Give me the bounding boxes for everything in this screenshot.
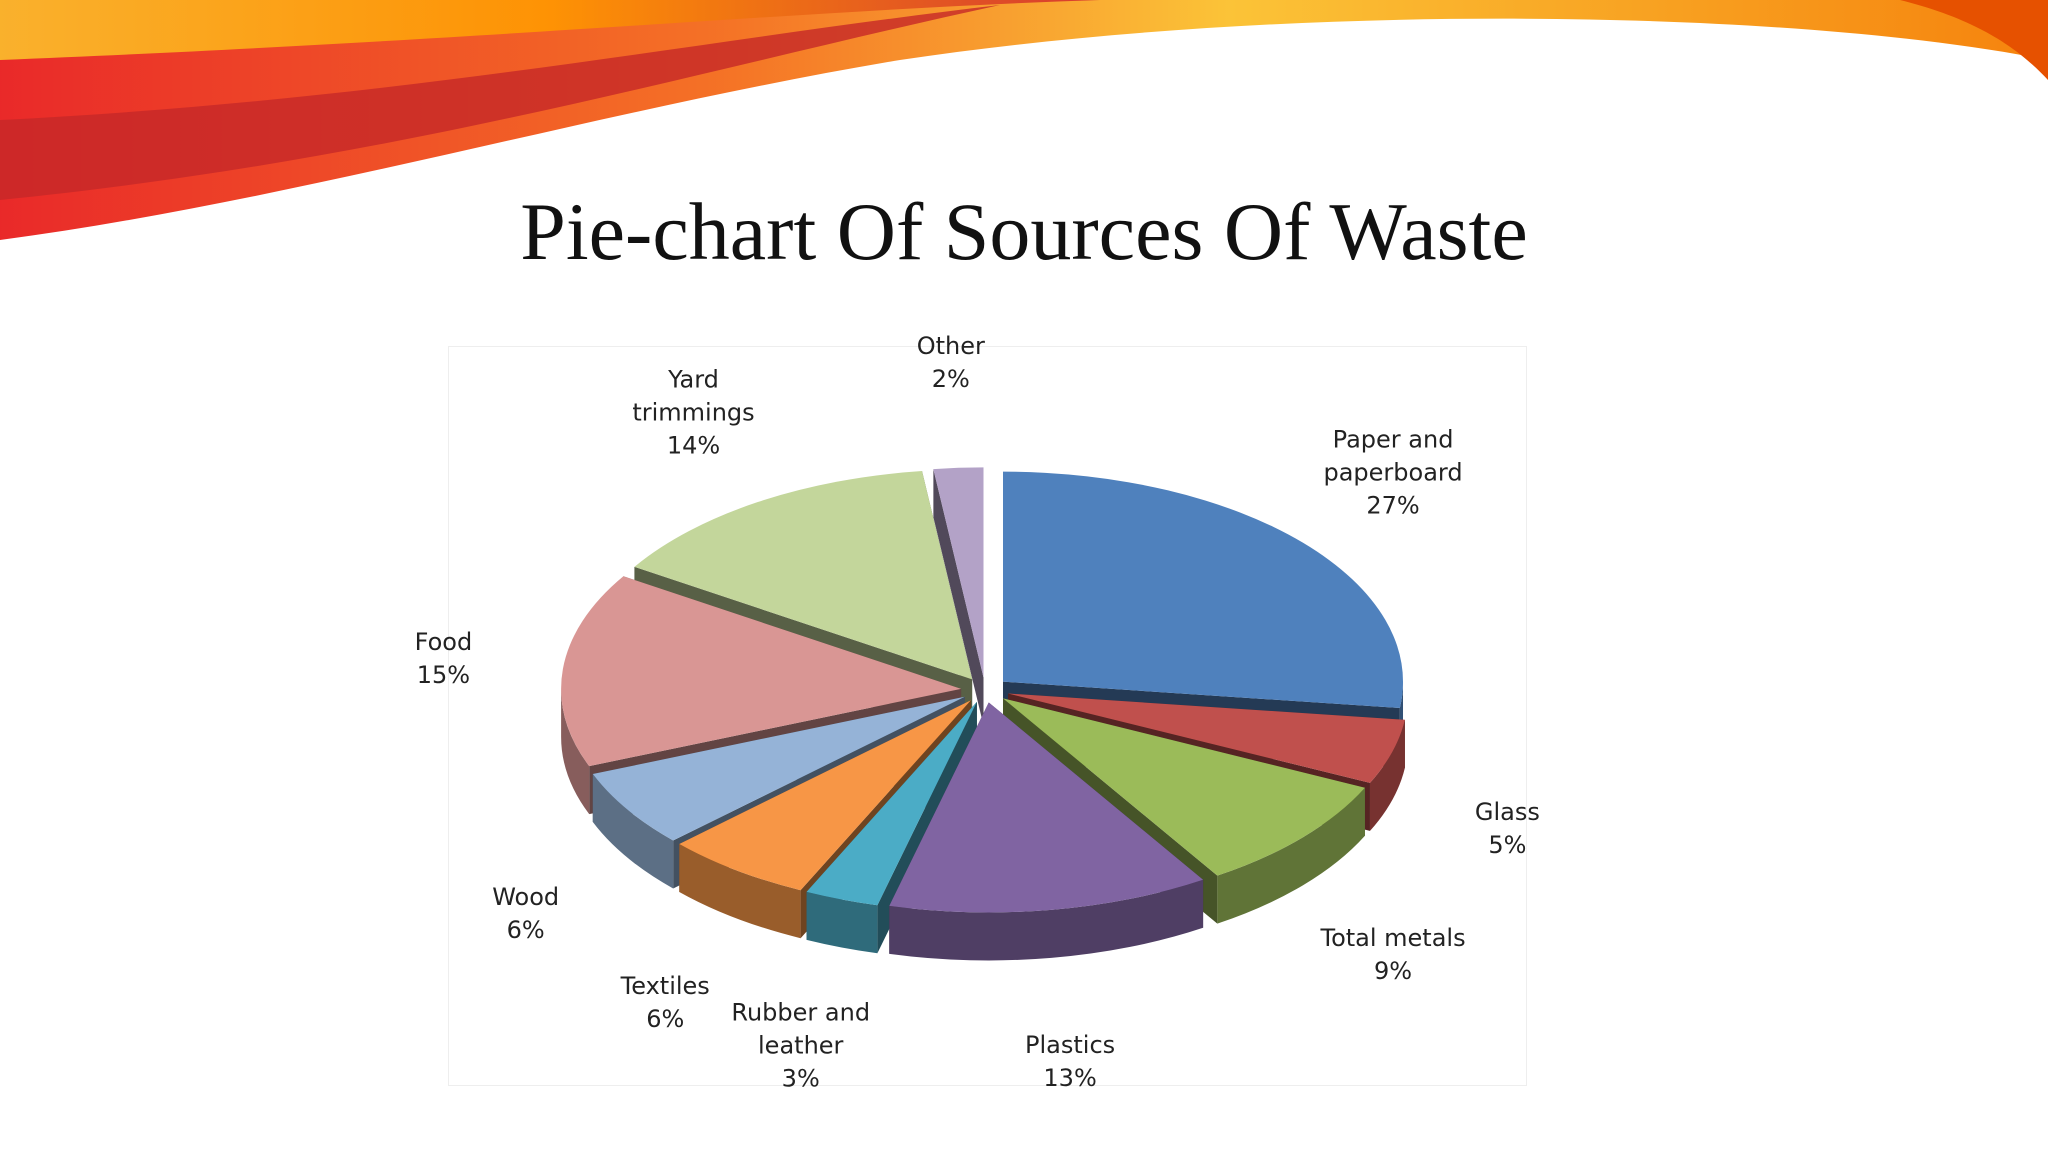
category-label: Wood bbox=[492, 882, 560, 911]
slice-label: Wood 6% bbox=[492, 881, 559, 947]
slice-wall bbox=[933, 469, 984, 726]
slice-side bbox=[679, 843, 801, 939]
slice-side bbox=[806, 891, 878, 954]
value-label: 27% bbox=[1366, 491, 1420, 520]
slice-side bbox=[889, 879, 1204, 961]
slice-label: Yard trimmings 14% bbox=[609, 364, 779, 463]
category-label: Paper and paperboard bbox=[1323, 425, 1463, 487]
value-label: 14% bbox=[666, 431, 721, 460]
pie-slice bbox=[634, 471, 973, 680]
slice-label: Textiles 6% bbox=[621, 970, 710, 1036]
value-label: 2% bbox=[931, 365, 970, 394]
pie-slice bbox=[933, 467, 984, 678]
chart-title: Pie-chart Of Sources Of Waste bbox=[520, 186, 1528, 277]
category-label: Glass bbox=[1474, 798, 1540, 827]
category-label: Plastics bbox=[1025, 1030, 1116, 1059]
value-label: 6% bbox=[646, 1005, 685, 1034]
category-label: Food bbox=[414, 628, 473, 657]
slice-label: Glass 5% bbox=[1475, 796, 1540, 862]
slice-side bbox=[1217, 787, 1365, 924]
value-label: 9% bbox=[1374, 956, 1413, 985]
slice-label: Food 15% bbox=[415, 626, 473, 692]
slice-side bbox=[561, 688, 590, 815]
pie-slice bbox=[1008, 693, 1405, 783]
slice-label: Plastics 13% bbox=[1025, 1029, 1115, 1095]
pie-slice bbox=[592, 696, 965, 841]
pie-slice bbox=[1003, 698, 1365, 876]
category-label: Yard trimmings bbox=[632, 365, 755, 427]
slice-label: Rubber and leather 3% bbox=[716, 997, 886, 1096]
decor-swoosh bbox=[0, 0, 2048, 240]
slice-label: Total metals 9% bbox=[1320, 922, 1465, 988]
value-label: 13% bbox=[1043, 1063, 1097, 1092]
value-label: 6% bbox=[506, 915, 545, 944]
value-label: 3% bbox=[781, 1064, 820, 1093]
category-label: Textiles bbox=[620, 972, 710, 1001]
slice-label: Other 2% bbox=[917, 330, 985, 396]
value-label: 5% bbox=[1488, 831, 1527, 860]
category-label: Total metals bbox=[1320, 923, 1466, 952]
pie-slice bbox=[561, 576, 962, 767]
slice-side bbox=[1369, 719, 1405, 831]
slice-label: Paper and paperboard 27% bbox=[1308, 424, 1478, 523]
pie-slice bbox=[679, 700, 971, 891]
pie-slice bbox=[1003, 471, 1404, 708]
slice-side bbox=[592, 774, 674, 889]
category-label: Rubber and leather bbox=[731, 998, 871, 1060]
category-label: Other bbox=[916, 332, 985, 361]
pie-slice bbox=[889, 702, 1204, 913]
value-label: 15% bbox=[416, 661, 471, 690]
pie-slice bbox=[806, 701, 977, 906]
